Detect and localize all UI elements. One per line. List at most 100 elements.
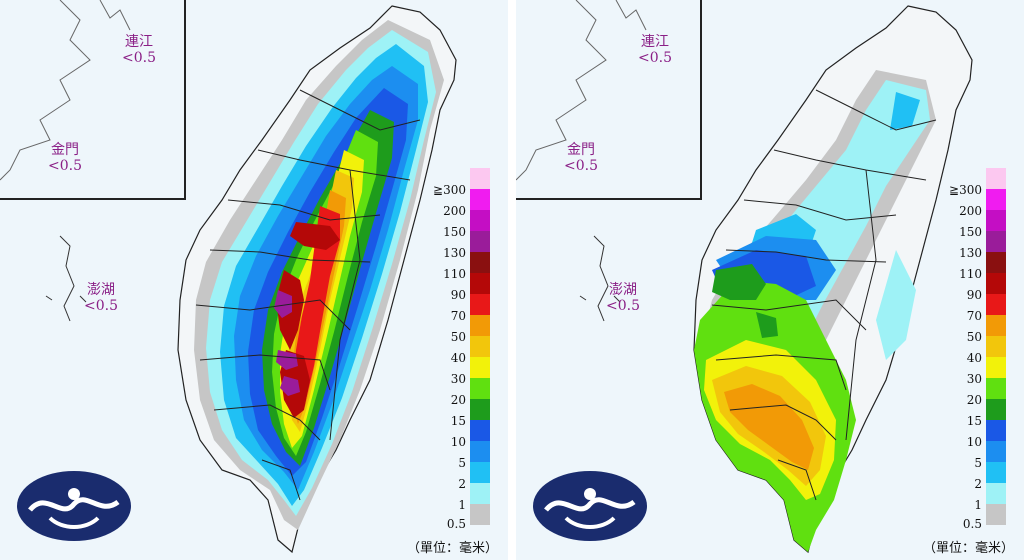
legend-swatch	[470, 210, 490, 231]
legend-swatch	[986, 357, 1006, 378]
legend-swatch	[470, 483, 490, 504]
island-label-lienchiang: 連江 <0.5	[638, 34, 672, 66]
legend-label: 110	[443, 267, 466, 281]
island-value: <0.5	[606, 298, 640, 314]
island-label-lienchiang: 連江 <0.5	[122, 34, 156, 66]
legend-label: ≧300	[949, 183, 982, 197]
island-label-penghu: 澎湖 <0.5	[84, 282, 118, 314]
county-borders	[711, 89, 937, 501]
panel-divider	[508, 0, 516, 560]
china-coast-outline	[0, 0, 131, 181]
legend-swatch	[470, 168, 490, 189]
taiwan-map-right	[693, 5, 973, 554]
legend-swatch	[986, 210, 1006, 231]
rain-purple	[274, 290, 300, 396]
legend-swatch	[470, 441, 490, 462]
legend-swatch	[986, 441, 1006, 462]
island-name: 連江	[125, 34, 153, 50]
rainfall-map-left: 連江 <0.5 金門 <0.5 澎湖 <0.5 ≧300 200 150 130 110…	[0, 0, 508, 560]
legend-label: 0.5	[962, 517, 982, 531]
cwa-cloud-logo-icon	[533, 471, 647, 541]
legend-label: 1	[458, 498, 466, 512]
legend-label: 90	[450, 288, 466, 302]
legend-label: 10	[966, 435, 982, 449]
legend-label: 5	[974, 456, 982, 470]
island-label-penghu: 澎湖 <0.5	[606, 282, 640, 314]
penghu-islands	[45, 235, 87, 322]
legend-label: 15	[450, 414, 466, 428]
legend-label: 2	[974, 477, 982, 491]
legend-swatch	[470, 231, 490, 252]
legend-label: 5	[458, 456, 466, 470]
legend-swatch	[986, 504, 1006, 525]
legend-swatch	[470, 357, 490, 378]
outlying-islands-inset: 連江 <0.5 金門 <0.5	[516, 0, 702, 200]
legend-label: 30	[966, 372, 982, 386]
unit-label: （單位：毫米）	[922, 541, 1014, 556]
legend-label: ≧300	[433, 183, 466, 197]
legend-swatch	[470, 273, 490, 294]
rain-orange	[724, 384, 814, 470]
legend-label: 50	[966, 330, 982, 344]
island-value: <0.5	[564, 158, 598, 174]
legend-swatch	[470, 252, 490, 273]
legend-swatch	[986, 189, 1006, 210]
taiwan-map-left	[177, 5, 457, 554]
legend-swatch	[986, 168, 1006, 189]
penghu-islands	[579, 235, 621, 322]
island-label-kinmen: 金門 <0.5	[48, 142, 82, 174]
legend-swatch	[986, 315, 1006, 336]
legend-label: 20	[450, 393, 466, 407]
legend-swatch	[470, 315, 490, 336]
legend-label: 15	[966, 414, 982, 428]
rain-green	[712, 264, 778, 338]
legend-label: 30	[450, 372, 466, 386]
island-name: 澎湖	[609, 282, 637, 298]
legend-swatch	[470, 420, 490, 441]
legend-label: 40	[966, 351, 982, 365]
legend-label: 50	[450, 330, 466, 344]
legend-label: 200	[443, 204, 466, 218]
legend-label: 0.5	[446, 517, 466, 531]
legend-swatch	[986, 231, 1006, 252]
legend-label: 10	[450, 435, 466, 449]
island-name: 澎湖	[87, 282, 115, 298]
legend-swatches	[470, 168, 490, 525]
unit-label: （單位：毫米）	[406, 541, 498, 556]
legend-swatch	[470, 504, 490, 525]
legend-swatch	[470, 399, 490, 420]
island-value: <0.5	[122, 50, 156, 66]
island-value: <0.5	[84, 298, 118, 314]
legend-label: 130	[443, 246, 466, 260]
island-name: 金門	[567, 142, 595, 158]
legend-swatch	[986, 378, 1006, 399]
legend-label: 1	[974, 498, 982, 512]
legend-label: 200	[959, 204, 982, 218]
legend-swatch	[986, 483, 1006, 504]
island-value: <0.5	[638, 50, 672, 66]
island-label-kinmen: 金門 <0.5	[564, 142, 598, 174]
china-coast-outline	[516, 0, 647, 181]
legend-swatch	[986, 420, 1006, 441]
legend-swatch	[986, 336, 1006, 357]
legend-swatch	[986, 399, 1006, 420]
legend-swatch	[470, 189, 490, 210]
legend-swatch	[986, 273, 1006, 294]
legend-label: 150	[443, 225, 466, 239]
legend-swatches	[986, 168, 1006, 525]
island-name: 金門	[51, 142, 79, 158]
legend-swatch	[470, 378, 490, 399]
island-name: 連江	[641, 34, 669, 50]
legend-label: 150	[959, 225, 982, 239]
outlying-islands-inset: 連江 <0.5 金門 <0.5	[0, 0, 186, 200]
legend-label: 70	[966, 309, 982, 323]
legend-swatch	[470, 462, 490, 483]
legend-label: 2	[458, 477, 466, 491]
rainfall-map-right: 連江 <0.5 金門 <0.5 澎湖 <0.5 ≧300 200 150 130 110…	[516, 0, 1024, 560]
legend-swatch	[470, 294, 490, 315]
legend-swatch	[986, 462, 1006, 483]
legend-label: 90	[966, 288, 982, 302]
cwa-cloud-logo-icon	[17, 471, 131, 541]
legend-label: 130	[959, 246, 982, 260]
